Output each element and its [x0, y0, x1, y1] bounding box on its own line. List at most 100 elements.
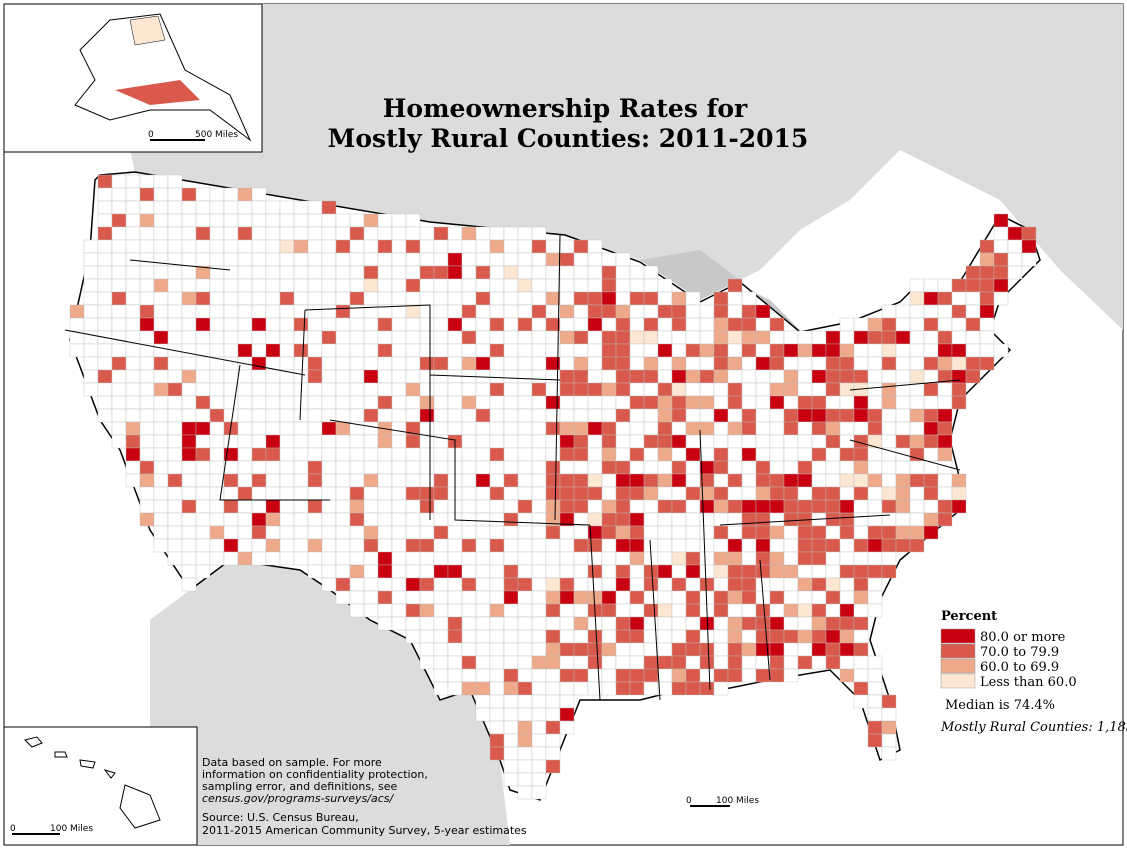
- county: [139, 408, 155, 423]
- legend-label: 80.0 or more: [980, 630, 1066, 645]
- county: [517, 642, 533, 657]
- county: [755, 382, 771, 397]
- county: [321, 460, 337, 475]
- county: [685, 382, 701, 397]
- county: [475, 668, 491, 683]
- scale-label: 100 Miles: [50, 824, 93, 834]
- county: [629, 655, 645, 670]
- county: [657, 642, 673, 657]
- county: [139, 226, 155, 241]
- county: [713, 499, 729, 514]
- county: [349, 473, 365, 488]
- county: [321, 304, 337, 319]
- county: [153, 408, 169, 423]
- county: [797, 499, 813, 514]
- county: [503, 395, 519, 410]
- county: [307, 460, 323, 475]
- county: [699, 577, 715, 592]
- county: [293, 538, 309, 553]
- county: [811, 499, 827, 514]
- county: [419, 590, 435, 605]
- county: [545, 473, 561, 488]
- county: [559, 408, 575, 423]
- county: [601, 330, 617, 345]
- county: [167, 538, 183, 553]
- county: [853, 525, 869, 540]
- county: [643, 603, 659, 618]
- county: [531, 291, 547, 306]
- county: [475, 564, 491, 579]
- county: [181, 213, 197, 228]
- county: [727, 538, 743, 553]
- county: [349, 239, 365, 254]
- county: [349, 382, 365, 397]
- county: [797, 369, 813, 384]
- county: [181, 226, 197, 241]
- county: [769, 499, 785, 514]
- county: [867, 577, 883, 592]
- county: [447, 304, 463, 319]
- county: [727, 343, 743, 358]
- county: [125, 265, 141, 280]
- county: [167, 408, 183, 423]
- county: [783, 473, 799, 488]
- county: [699, 525, 715, 540]
- county: [867, 356, 883, 371]
- county: [279, 213, 295, 228]
- county: [811, 590, 827, 605]
- county: [741, 564, 757, 579]
- county: [643, 460, 659, 475]
- county: [293, 356, 309, 371]
- county: [629, 447, 645, 462]
- county: [475, 252, 491, 267]
- county: [587, 369, 603, 384]
- county: [321, 356, 337, 371]
- county: [699, 356, 715, 371]
- county: [111, 369, 127, 384]
- county: [643, 408, 659, 423]
- county: [475, 642, 491, 657]
- county: [405, 590, 421, 605]
- county: [405, 356, 421, 371]
- county: [293, 408, 309, 423]
- county: [279, 538, 295, 553]
- county: [489, 330, 505, 345]
- county: [923, 291, 939, 306]
- county: [923, 356, 939, 371]
- county: [517, 252, 533, 267]
- county: [937, 486, 953, 501]
- county: [783, 434, 799, 449]
- county: [601, 668, 617, 683]
- county: [335, 447, 351, 462]
- county: [517, 395, 533, 410]
- county: [531, 317, 547, 332]
- county: [391, 434, 407, 449]
- county: [475, 538, 491, 553]
- county: [223, 356, 239, 371]
- county: [237, 239, 253, 254]
- county: [755, 356, 771, 371]
- county: [867, 707, 883, 722]
- county: [139, 382, 155, 397]
- county: [573, 369, 589, 384]
- county: [475, 655, 491, 670]
- county: [349, 356, 365, 371]
- county: [349, 369, 365, 384]
- county: [545, 551, 561, 566]
- county: [517, 460, 533, 475]
- county: [657, 655, 673, 670]
- county: [405, 226, 421, 241]
- county: [461, 603, 477, 618]
- county: [783, 330, 799, 345]
- county: [853, 499, 869, 514]
- county: [825, 551, 841, 566]
- county: [111, 434, 127, 449]
- county: [489, 265, 505, 280]
- county: [97, 213, 113, 228]
- county: [181, 317, 197, 332]
- county: [783, 668, 799, 683]
- county: [209, 187, 225, 202]
- county: [363, 291, 379, 306]
- county: [475, 447, 491, 462]
- county: [797, 447, 813, 462]
